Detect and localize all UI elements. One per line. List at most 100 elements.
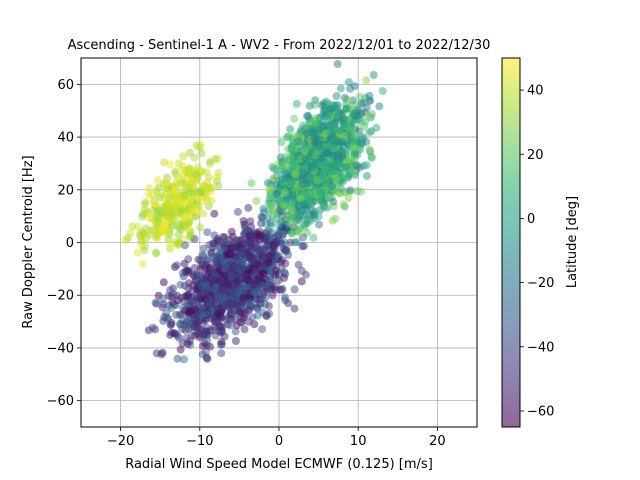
scatter-point [291,216,300,225]
scatter-point [161,206,170,215]
scatter-point [328,137,337,145]
y-tick-label: −40 [47,341,74,356]
x-tick-label: −10 [186,434,213,449]
scatter-point [271,238,280,247]
scatter-point [333,60,342,68]
scatter-point [297,277,306,286]
colorbar-tick-label: −20 [527,276,554,291]
scatter-point [232,277,241,286]
scatter-point [278,175,286,184]
scatter-point [290,304,299,313]
scatter-point [227,272,236,281]
scatter-point [214,182,223,191]
scatter-point [170,191,179,200]
scatter-point [357,187,366,196]
scatter-point [209,326,218,335]
scatter-point [295,129,304,138]
x-axis-ticks: −20 −10 0 10 20 [107,427,446,449]
scatter-point [340,93,349,102]
scatter-point [235,254,243,263]
scatter-point [286,125,295,134]
scatter-point [169,203,177,212]
scatter-point [244,276,253,285]
scatter-point [162,188,171,197]
scatter-point [199,303,207,312]
chart-title: Ascending - Sentinel-1 A - WV2 - From 20… [68,38,491,53]
scatter-point [138,259,147,268]
scatter-point [157,350,166,359]
scatter-point [174,197,183,206]
scatter-point [283,213,292,222]
scatter-point [301,270,310,279]
scatter-point [333,156,342,165]
scatter-point [236,307,245,316]
scatter-point [219,232,228,241]
scatter-point [296,194,305,203]
scatter-point [324,114,333,123]
scatter-point [287,176,296,185]
scatter-point [166,239,175,248]
scatter-point [152,249,161,258]
scatter-point [288,159,297,168]
scatter-point [305,101,314,110]
scatter-point [154,213,163,222]
scatter-point [298,242,307,251]
scatter-point [137,237,146,245]
scatter-point [220,332,229,341]
scatter-point [187,297,196,306]
scatter-point [206,342,215,351]
scatter-point [362,171,371,180]
scatter-point [288,206,297,215]
scatter-point [344,78,353,87]
scatter-point [138,212,147,221]
scatter-point [318,118,327,127]
scatter-point [202,168,211,177]
scatter-point [189,189,198,198]
scatter-point [277,239,286,248]
y-tick-label: 60 [57,78,74,93]
scatter-point [140,206,149,215]
scatter-point [275,196,284,205]
scatter-point [216,324,225,333]
scatter-point [210,231,219,240]
scatter-point [362,76,371,85]
x-tick-label: 0 [275,434,283,449]
scatter-point [188,205,197,213]
scatter-point [176,280,185,289]
scatter-point [332,111,341,120]
scatter-point [219,240,228,249]
scatter-point [362,161,371,170]
scatter-point [233,207,242,216]
scatter-point [193,322,202,331]
scatter-point [217,349,226,358]
x-tick-label: 10 [350,434,367,449]
colorbar-tick-label: 40 [527,84,544,99]
scatter-point [175,310,184,319]
scatter-point [162,178,171,187]
scatter-point [211,275,220,284]
scatter-point [145,214,154,223]
scatter-point [320,169,329,178]
scatter-point [192,316,201,324]
scatter-point [338,177,347,186]
scatter-point [203,228,212,237]
scatter-point [174,296,182,305]
scatter-point [295,209,304,218]
scatter-point [236,318,245,327]
scatter-point [326,104,335,113]
scatter-point [198,250,207,259]
scatter-point [284,132,292,141]
scatter-point [304,111,313,120]
scatter-point [173,354,182,363]
scatter-point [151,298,160,307]
scatter-point [311,162,320,171]
scatter-point [194,329,203,338]
scatter-point [182,334,191,342]
scatter-point [326,122,335,131]
scatter-point [248,254,257,262]
scatter-point [339,200,348,209]
scatter-point [312,175,321,184]
scatter-point [315,220,323,229]
scatter-point [160,158,169,167]
scatter-point [192,170,201,178]
